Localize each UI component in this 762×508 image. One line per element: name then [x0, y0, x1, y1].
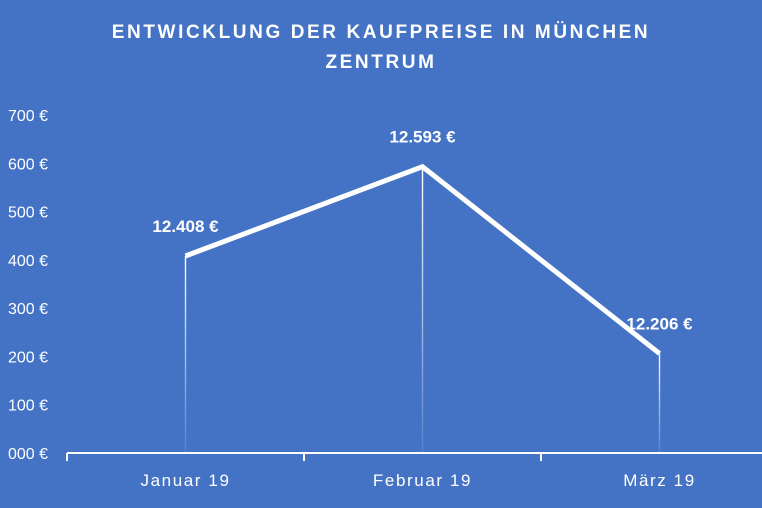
x-axis-tick-labels: Januar 19 Februar 19 März 19: [140, 471, 696, 490]
data-label: 12.593 €: [389, 128, 456, 147]
drop-lines: [184, 166, 661, 453]
chart-title-line-1: ENTWICKLUNG DER KAUFPREISE IN MÜNCHEN: [111, 22, 651, 43]
data-label: 12.408 €: [152, 217, 219, 236]
data-label: 12.206 €: [626, 315, 693, 334]
drop-line: [421, 166, 424, 453]
x-tick-label: März 19: [623, 471, 696, 490]
y-tick-label: 700 €: [8, 108, 48, 125]
x-tick-label: Februar 19: [373, 471, 472, 490]
y-tick-label: 200 €: [8, 349, 48, 366]
x-axis: [66, 452, 762, 461]
x-tick-label: Januar 19: [140, 471, 230, 490]
drop-line: [184, 255, 187, 453]
y-tick-label: 500 €: [8, 205, 48, 222]
y-tick-label: 000 €: [8, 446, 48, 463]
chart-title-line-2: ZENTRUM: [325, 52, 437, 73]
y-tick-label: 400 €: [8, 253, 48, 270]
y-tick-label: 600 €: [8, 156, 48, 173]
y-tick-label: 100 €: [8, 398, 48, 415]
y-tick-label: 300 €: [8, 301, 48, 318]
drop-line: [658, 353, 661, 453]
series-line: [184, 163, 662, 356]
series-line-group: [184, 163, 662, 356]
data-labels: 12.408 € 12.593 € 12.206 €: [152, 128, 693, 334]
y-axis-tick-labels: 000 € 100 € 200 € 300 € 400 € 500 € 600 € 700 €: [8, 108, 48, 463]
